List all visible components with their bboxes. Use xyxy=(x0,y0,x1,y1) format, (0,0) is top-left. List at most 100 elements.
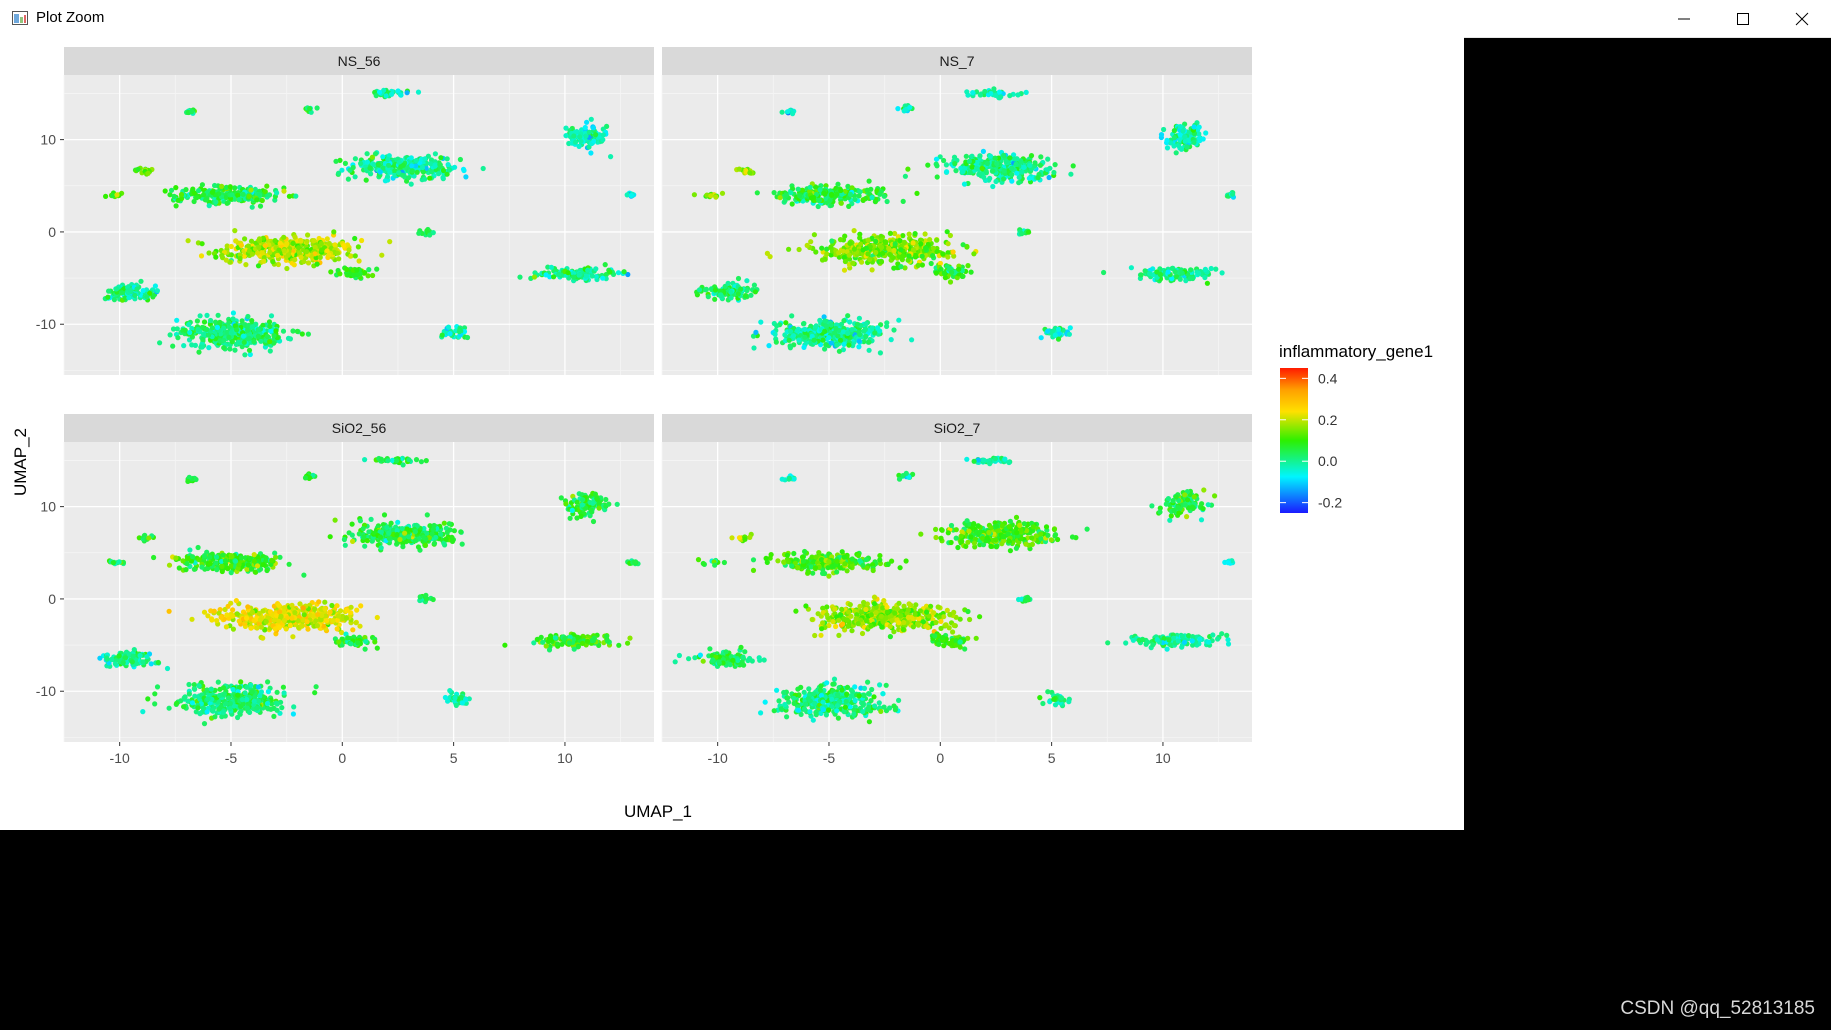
umap-point xyxy=(846,252,852,258)
umap-point xyxy=(1035,175,1041,181)
umap-point xyxy=(982,88,988,95)
umap-point xyxy=(863,321,869,327)
umap-point xyxy=(728,289,734,295)
umap-point xyxy=(837,237,844,243)
umap-point xyxy=(1021,164,1027,170)
umap-point xyxy=(106,288,112,294)
umap-point xyxy=(316,235,322,242)
umap-point xyxy=(420,168,426,174)
umap-point xyxy=(1196,135,1202,141)
umap-point xyxy=(977,153,983,159)
umap-point xyxy=(182,694,188,700)
umap-point xyxy=(174,700,180,707)
umap-point xyxy=(238,555,244,561)
umap-point xyxy=(786,337,792,343)
maximize-button[interactable] xyxy=(1714,0,1772,37)
umap-point xyxy=(945,241,951,247)
umap-point xyxy=(1007,93,1013,99)
umap-point xyxy=(841,254,847,261)
umap-point xyxy=(176,565,182,571)
umap-point xyxy=(187,329,193,336)
umap-point xyxy=(947,279,954,285)
umap-point xyxy=(254,705,260,711)
umap-point xyxy=(186,691,192,697)
umap-point xyxy=(563,125,569,131)
umap-point xyxy=(866,339,872,345)
umap-point xyxy=(224,200,230,206)
umap-point xyxy=(359,237,365,244)
umap-point xyxy=(905,166,911,172)
umap-point xyxy=(840,347,847,353)
umap-point xyxy=(337,157,343,163)
umap-point xyxy=(1019,231,1025,237)
umap-point xyxy=(984,160,991,167)
umap-point xyxy=(307,106,313,112)
umap-point xyxy=(386,535,392,541)
umap-point xyxy=(941,157,947,164)
facet-strip-label: NS_56 xyxy=(338,53,381,69)
umap-point xyxy=(200,336,206,343)
umap-point xyxy=(256,238,263,244)
umap-point xyxy=(987,153,994,159)
umap-point xyxy=(993,92,999,98)
umap-point xyxy=(1203,130,1209,136)
umap-point xyxy=(583,273,589,279)
umap-point xyxy=(856,338,862,344)
umap-point xyxy=(218,614,224,620)
umap-point xyxy=(217,319,223,325)
umap-point xyxy=(223,624,229,630)
umap-point xyxy=(937,260,944,266)
umap-point xyxy=(292,257,298,263)
umap-point xyxy=(392,168,398,174)
umap-point xyxy=(251,558,257,564)
umap-point xyxy=(1179,270,1185,276)
umap-point xyxy=(404,90,410,96)
umap-point xyxy=(979,165,985,171)
minimize-button[interactable] xyxy=(1655,0,1713,37)
umap-point xyxy=(223,194,229,201)
umap-point xyxy=(429,169,435,175)
umap-point xyxy=(397,536,403,543)
umap-point xyxy=(228,330,234,336)
umap-point xyxy=(918,241,924,247)
umap-point xyxy=(372,151,379,157)
umap-point xyxy=(185,238,191,244)
umap-point xyxy=(736,166,742,172)
umap-point xyxy=(216,706,222,712)
umap-point xyxy=(919,262,926,268)
umap-point xyxy=(293,193,299,199)
umap-point xyxy=(368,171,374,177)
umap-point xyxy=(840,248,846,254)
umap-point xyxy=(247,351,253,358)
close-button[interactable] xyxy=(1773,0,1831,37)
umap-point xyxy=(245,604,251,610)
umap-point xyxy=(847,319,853,325)
umap-point xyxy=(255,263,262,269)
umap-point xyxy=(1178,146,1185,152)
umap-point xyxy=(585,267,591,273)
umap-point xyxy=(381,512,388,518)
title-bar[interactable]: Plot Zoom xyxy=(0,0,1831,38)
umap-point xyxy=(795,186,801,192)
umap-point xyxy=(251,339,257,345)
umap-point xyxy=(838,200,844,206)
umap-point xyxy=(235,714,241,721)
umap-point xyxy=(942,275,949,281)
umap-point xyxy=(1165,269,1171,275)
umap-point xyxy=(195,705,201,711)
facet-strip xyxy=(64,414,654,442)
umap-point xyxy=(145,696,151,702)
umap-point xyxy=(265,679,271,685)
umap-point xyxy=(232,185,238,191)
umap-point xyxy=(137,652,143,659)
umap-point xyxy=(270,259,276,265)
umap-point xyxy=(422,156,428,162)
umap-point xyxy=(934,163,940,169)
umap-point xyxy=(888,337,894,343)
umap-point xyxy=(1001,176,1007,182)
umap-point xyxy=(224,243,230,249)
umap-point xyxy=(299,331,305,337)
umap-point xyxy=(859,259,865,265)
umap-point xyxy=(184,561,190,567)
umap-point xyxy=(215,312,221,318)
